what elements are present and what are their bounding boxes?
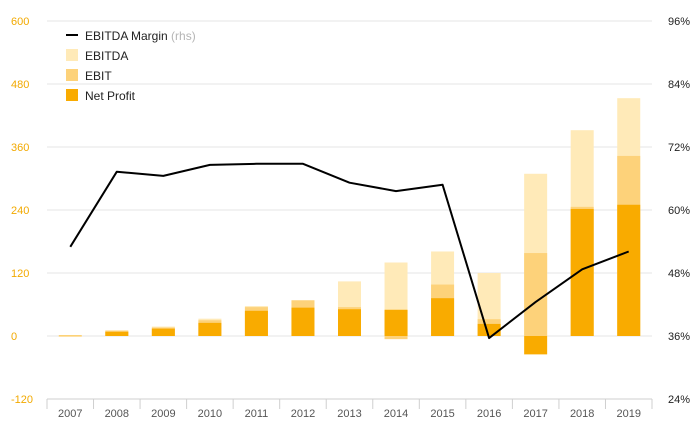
right-axis-tick-label: 72% — [668, 142, 690, 154]
right-axis-tick-label: 48% — [668, 268, 690, 280]
net-profit-bar — [524, 336, 548, 355]
x-axis-tick-label: 2013 — [337, 408, 361, 420]
net-profit-bar — [338, 309, 361, 336]
legend-label: EBIT — [85, 69, 112, 83]
legend-box-swatch — [66, 89, 78, 101]
x-axis: 2007 2008 2009 2010 2011 2012 2013 2014 2015 2016… — [46, 398, 653, 420]
net-profit-bar — [291, 307, 315, 336]
left-axis-tick-label: 0 — [11, 331, 17, 343]
right-axis-tick-label: 60% — [668, 205, 690, 217]
left-axis-tick-label: 240 — [11, 205, 29, 217]
x-axis-tick-label: 2018 — [570, 408, 594, 420]
x-axis-tick-label: 2011 — [245, 408, 269, 420]
net-profit-bar — [570, 208, 594, 336]
x-axis-tick-label: 2009 — [151, 408, 175, 420]
x-axis-tick-label: 2010 — [198, 408, 222, 420]
left-axis-tick-label: 480 — [11, 79, 29, 91]
legend-label-text: EBITDA Margin — [85, 29, 168, 43]
legend-item: EBITDA — [66, 49, 128, 63]
net-profit-bar — [477, 323, 501, 336]
x-axis-tick-label: 2012 — [291, 408, 315, 420]
net-profit-bar — [58, 335, 82, 337]
legend: EBITDA Margin (rhs) EBITDA EBIT Net Profit — [66, 29, 196, 103]
net-profit-bar — [151, 328, 175, 336]
x-axis-tick-label: 2017 — [523, 408, 547, 420]
right-axis-tick-label: 36% — [668, 331, 690, 343]
legend-item: EBITDA Margin (rhs) — [66, 29, 196, 43]
legend-label-text: EBITDA — [85, 49, 128, 63]
legend-box-swatch — [66, 69, 78, 81]
left-axis: -120 0 120 240 360 480 600 — [11, 16, 33, 406]
x-axis-tick-label: 2008 — [105, 408, 129, 420]
right-axis-tick-label: 96% — [668, 16, 690, 28]
grid — [47, 20, 652, 400]
ebit-bar — [58, 336, 82, 337]
net-profit-bar — [244, 310, 268, 336]
net-profit-bar — [617, 204, 641, 336]
x-axis-tick-label: 2019 — [616, 408, 640, 420]
x-axis-tick-label: 2015 — [430, 408, 454, 420]
x-axis-tick-label: 2014 — [384, 408, 408, 420]
net-profit-bar — [431, 298, 455, 336]
legend-label-suffix: (rhs) — [168, 29, 196, 43]
margin-line — [69, 162, 630, 340]
legend-label: Net Profit — [85, 89, 136, 103]
x-axis-tick-label: 2007 — [58, 408, 82, 420]
legend-label-text: Net Profit — [85, 89, 136, 103]
ebit-bar — [384, 336, 408, 340]
net-profit-bar — [198, 322, 222, 336]
legend-label-text: EBIT — [85, 69, 112, 83]
left-axis-tick-label: 600 — [11, 16, 29, 28]
legend-item: Net Profit — [66, 89, 136, 103]
left-axis-tick-label: 120 — [11, 268, 29, 280]
right-axis: 24% 36% 48% 60% 72% 84% 96% — [668, 16, 690, 406]
ebit-bar — [524, 253, 548, 336]
x-axis-tick-label: 2016 — [477, 408, 501, 420]
right-axis-tick-label: 24% — [668, 394, 690, 406]
legend-box-swatch — [66, 49, 78, 61]
right-axis-tick-label: 84% — [668, 79, 690, 91]
bars — [58, 98, 641, 355]
legend-item: EBIT — [66, 69, 112, 83]
left-axis-tick-label: 360 — [11, 142, 29, 154]
legend-label: EBITDA Margin (rhs) — [85, 29, 196, 43]
net-profit-bar — [384, 309, 408, 336]
legend-label: EBITDA — [85, 49, 128, 63]
left-axis-tick-label: -120 — [11, 394, 33, 406]
net-profit-bar — [105, 331, 129, 336]
